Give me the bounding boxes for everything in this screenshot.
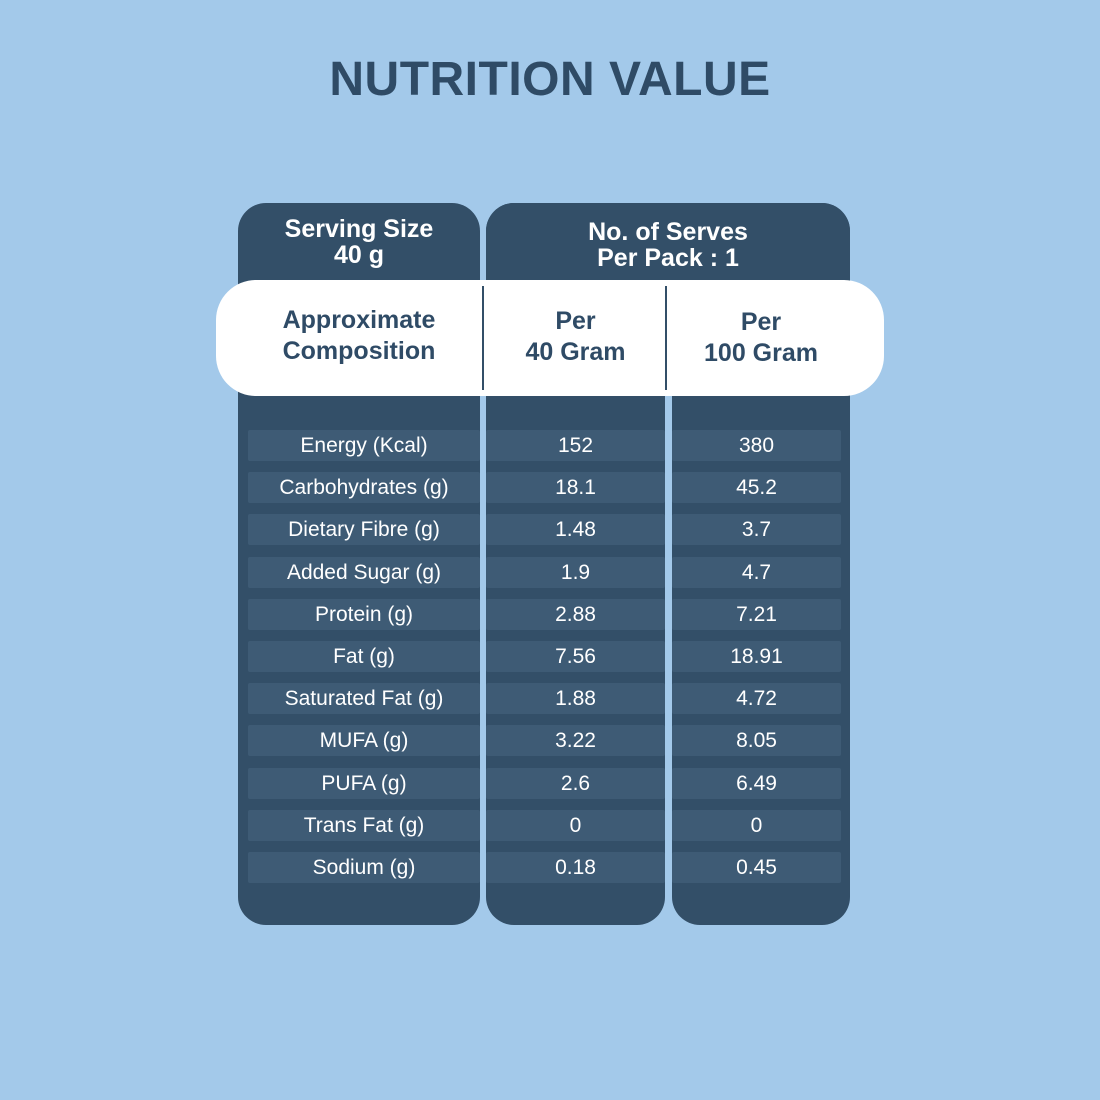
per-40-gram-value: 7.56 <box>486 641 665 672</box>
per-40-gram-value: 1.48 <box>486 514 665 545</box>
per-40-gram-value: 18.1 <box>486 472 665 503</box>
nutrient-name: Trans Fat (g) <box>248 810 480 841</box>
per-100-gram-value: 4.7 <box>672 557 841 588</box>
per-40-gram-value: 152 <box>486 430 665 461</box>
nutrient-name: Protein (g) <box>248 599 480 630</box>
subheader-divider <box>665 286 667 390</box>
subheader-divider <box>482 286 484 390</box>
composition-header-line1: Approximate <box>282 306 436 334</box>
per-100-header-line1: Per <box>740 308 782 336</box>
subheader-band <box>216 280 884 396</box>
composition-header: Approximate Composition <box>238 305 480 367</box>
composition-header-line2: Composition <box>282 337 436 365</box>
per-40-gram-value: 2.88 <box>486 599 665 630</box>
nutrient-name: PUFA (g) <box>248 768 480 799</box>
nutrient-name: Dietary Fibre (g) <box>248 514 480 545</box>
per-100-gram-value: 0 <box>672 810 841 841</box>
per-40-header-line2: 40 Gram <box>525 338 626 366</box>
per-40-gram-header: Per 40 Gram <box>486 306 665 368</box>
per-100-gram-value: 7.21 <box>672 599 841 630</box>
per-100-gram-value: 18.91 <box>672 641 841 672</box>
serves-header: No. of Serves Per Pack : 1 <box>486 219 850 271</box>
serving-size-label: Serving Size <box>284 215 434 243</box>
per-40-gram-value: 3.22 <box>486 725 665 756</box>
per-40-gram-value: 2.6 <box>486 768 665 799</box>
per-100-gram-value: 0.45 <box>672 852 841 883</box>
serving-size-value: 40 g <box>333 241 385 269</box>
serving-size-header: Serving Size 40 g <box>238 216 480 268</box>
nutrient-name: Saturated Fat (g) <box>248 683 480 714</box>
page-title: NUTRITION VALUE <box>329 53 771 106</box>
per-100-header-line2: 100 Gram <box>704 339 818 367</box>
per-40-gram-value: 0 <box>486 810 665 841</box>
serves-header-band <box>486 203 850 293</box>
per-100-gram-value: 4.72 <box>672 683 841 714</box>
per-100-gram-header: Per 100 Gram <box>672 307 850 369</box>
nutrient-name: MUFA (g) <box>248 725 480 756</box>
nutrient-name: Energy (Kcal) <box>248 430 480 461</box>
per-40-gram-value: 1.9 <box>486 557 665 588</box>
nutrient-name: Added Sugar (g) <box>248 557 480 588</box>
per-100-gram-value: 8.05 <box>672 725 841 756</box>
nutrient-name: Carbohydrates (g) <box>248 472 480 503</box>
per-100-gram-value: 380 <box>672 430 841 461</box>
serves-value: Per Pack : 1 <box>597 244 739 272</box>
per-100-gram-value: 45.2 <box>672 472 841 503</box>
serves-label: No. of Serves <box>588 218 748 246</box>
nutrient-name: Fat (g) <box>248 641 480 672</box>
per-40-gram-value: 1.88 <box>486 683 665 714</box>
per-40-header-line1: Per <box>555 307 596 335</box>
per-100-gram-value: 3.7 <box>672 514 841 545</box>
per-100-gram-value: 6.49 <box>672 768 841 799</box>
per-40-gram-value: 0.18 <box>486 852 665 883</box>
nutrient-name: Sodium (g) <box>248 852 480 883</box>
